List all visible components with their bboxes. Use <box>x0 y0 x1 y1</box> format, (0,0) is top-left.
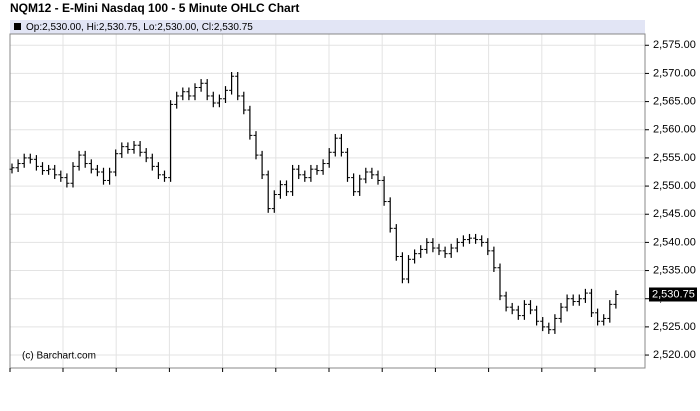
info-text: Op:2,530.00, Hi:2,530.75, Lo:2,530.00, C… <box>26 22 253 33</box>
last-price-box <box>649 287 697 302</box>
credit: (c) Barchart.com <box>22 351 96 362</box>
y-tick-label: 2,570.00 <box>653 67 696 79</box>
y-tick-label: 2,550.00 <box>653 180 696 192</box>
info-bar <box>10 20 645 34</box>
chart-title: NQM12 - E-Mini Nasdaq 100 - 5 Minute OHL… <box>10 1 299 15</box>
y-tick-label: 2,555.00 <box>653 152 696 164</box>
last-price-label: 2,530.75 <box>652 288 695 300</box>
y-tick-label: 2,545.00 <box>653 208 696 220</box>
y-tick-label: 2,535.00 <box>653 264 696 276</box>
y-tick-label: 2,540.00 <box>653 236 696 248</box>
y-tick-label: 2,565.00 <box>653 95 696 107</box>
plot-frame <box>9 33 646 369</box>
info-icon <box>14 23 21 30</box>
y-tick-label: 2,520.00 <box>653 349 696 361</box>
y-tick-label: 2,575.00 <box>653 39 696 51</box>
y-tick-label: 2,525.00 <box>653 321 696 333</box>
y-tick-label: 2,560.00 <box>653 124 696 136</box>
